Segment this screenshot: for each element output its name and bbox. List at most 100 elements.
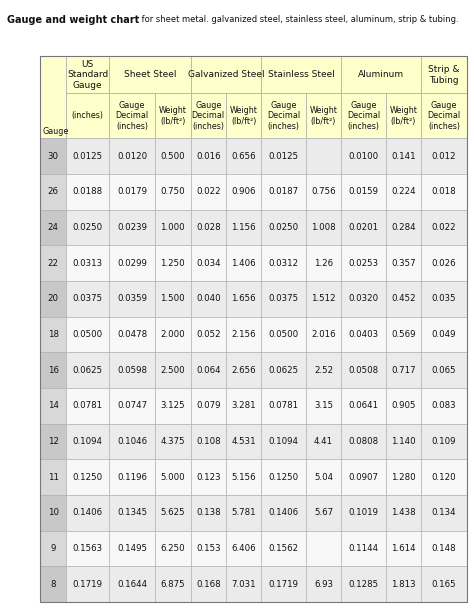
Text: 24: 24 bbox=[47, 223, 59, 232]
Bar bbox=[262, 94, 306, 139]
Bar bbox=[226, 424, 262, 459]
Bar bbox=[155, 94, 191, 139]
Bar bbox=[386, 388, 421, 424]
Bar bbox=[421, 281, 467, 316]
Bar bbox=[109, 94, 155, 139]
Text: 0.452: 0.452 bbox=[391, 294, 416, 303]
Text: 0.0747: 0.0747 bbox=[117, 402, 147, 410]
Bar bbox=[155, 174, 191, 210]
Text: 0.109: 0.109 bbox=[432, 437, 456, 446]
Text: Gauge
Decimal
(inches): Gauge Decimal (inches) bbox=[347, 101, 380, 131]
Text: 0.0625: 0.0625 bbox=[73, 365, 103, 375]
Text: Stainless Steel: Stainless Steel bbox=[268, 70, 335, 80]
Bar bbox=[262, 424, 306, 459]
Bar bbox=[262, 566, 306, 602]
Text: (inches): (inches) bbox=[72, 112, 104, 120]
Text: 0.569: 0.569 bbox=[391, 330, 416, 339]
Bar bbox=[306, 94, 341, 139]
Text: 0.0625: 0.0625 bbox=[269, 365, 299, 375]
Text: Sheet Steel: Sheet Steel bbox=[124, 70, 176, 80]
Text: 0.0320: 0.0320 bbox=[348, 294, 379, 303]
Bar bbox=[306, 495, 341, 531]
Text: 0.0125: 0.0125 bbox=[269, 151, 299, 161]
Bar bbox=[306, 424, 341, 459]
Bar bbox=[66, 388, 109, 424]
Text: 0.750: 0.750 bbox=[161, 187, 185, 196]
Bar bbox=[40, 316, 66, 352]
Bar bbox=[262, 531, 306, 566]
Text: 0.0500: 0.0500 bbox=[269, 330, 299, 339]
Bar bbox=[66, 352, 109, 388]
Text: 18: 18 bbox=[47, 330, 59, 339]
Bar bbox=[341, 424, 386, 459]
Bar bbox=[226, 94, 262, 139]
Text: Weight
(lb/ft²): Weight (lb/ft²) bbox=[159, 106, 187, 126]
Bar bbox=[66, 531, 109, 566]
Bar bbox=[40, 174, 66, 210]
Bar bbox=[421, 316, 467, 352]
Text: 1.140: 1.140 bbox=[391, 437, 416, 446]
Text: 0.0125: 0.0125 bbox=[73, 151, 103, 161]
Text: 20: 20 bbox=[47, 294, 59, 303]
Bar bbox=[386, 245, 421, 281]
Text: 1.280: 1.280 bbox=[391, 473, 416, 482]
Text: 0.0299: 0.0299 bbox=[117, 259, 147, 268]
Bar bbox=[341, 281, 386, 316]
Text: 0.0375: 0.0375 bbox=[73, 294, 103, 303]
Bar bbox=[66, 281, 109, 316]
Text: 0.079: 0.079 bbox=[196, 402, 220, 410]
Bar bbox=[262, 459, 306, 495]
Bar bbox=[341, 174, 386, 210]
Text: 0.1563: 0.1563 bbox=[73, 544, 103, 553]
Bar bbox=[40, 352, 66, 388]
Text: 0.052: 0.052 bbox=[196, 330, 220, 339]
Bar bbox=[386, 210, 421, 245]
Text: Gauge
Decimal
(inches): Gauge Decimal (inches) bbox=[191, 101, 225, 131]
Bar bbox=[155, 245, 191, 281]
Text: 1.406: 1.406 bbox=[231, 259, 256, 268]
Bar bbox=[40, 138, 66, 174]
Text: 0.224: 0.224 bbox=[391, 187, 416, 196]
Bar bbox=[226, 495, 262, 531]
Bar bbox=[262, 352, 306, 388]
Bar bbox=[109, 531, 155, 566]
Bar bbox=[191, 56, 262, 94]
Text: 0.0641: 0.0641 bbox=[348, 402, 379, 410]
Bar bbox=[421, 531, 467, 566]
Text: 0.012: 0.012 bbox=[432, 151, 456, 161]
Text: 5.04: 5.04 bbox=[314, 473, 333, 482]
Text: 6.406: 6.406 bbox=[231, 544, 256, 553]
Text: 2.000: 2.000 bbox=[161, 330, 185, 339]
Text: 0.026: 0.026 bbox=[432, 259, 456, 268]
Text: 1.813: 1.813 bbox=[391, 580, 416, 588]
Bar bbox=[262, 495, 306, 531]
Bar bbox=[262, 281, 306, 316]
Text: 0.134: 0.134 bbox=[432, 508, 456, 517]
Bar bbox=[191, 245, 226, 281]
Bar bbox=[109, 56, 191, 94]
Text: Weight
(lb/ft²): Weight (lb/ft²) bbox=[310, 106, 337, 126]
Bar bbox=[306, 174, 341, 210]
Text: 0.0100: 0.0100 bbox=[348, 151, 379, 161]
Bar bbox=[66, 495, 109, 531]
Text: Gauge
Decimal
(inches): Gauge Decimal (inches) bbox=[428, 101, 461, 131]
Bar bbox=[306, 210, 341, 245]
Text: 1.250: 1.250 bbox=[161, 259, 185, 268]
Text: 0.0250: 0.0250 bbox=[73, 223, 103, 232]
Text: 0.0187: 0.0187 bbox=[269, 187, 299, 196]
Bar bbox=[341, 56, 421, 94]
Text: Gauge and weight chart: Gauge and weight chart bbox=[7, 15, 139, 25]
Text: 3.281: 3.281 bbox=[231, 402, 256, 410]
Bar bbox=[191, 388, 226, 424]
Bar bbox=[262, 388, 306, 424]
Bar bbox=[155, 138, 191, 174]
Text: 0.148: 0.148 bbox=[432, 544, 456, 553]
Text: 0.123: 0.123 bbox=[196, 473, 220, 482]
Bar bbox=[386, 352, 421, 388]
Text: 0.018: 0.018 bbox=[432, 187, 456, 196]
Bar bbox=[262, 245, 306, 281]
Text: 0.049: 0.049 bbox=[432, 330, 456, 339]
Bar bbox=[109, 352, 155, 388]
Bar bbox=[341, 531, 386, 566]
Bar bbox=[191, 210, 226, 245]
